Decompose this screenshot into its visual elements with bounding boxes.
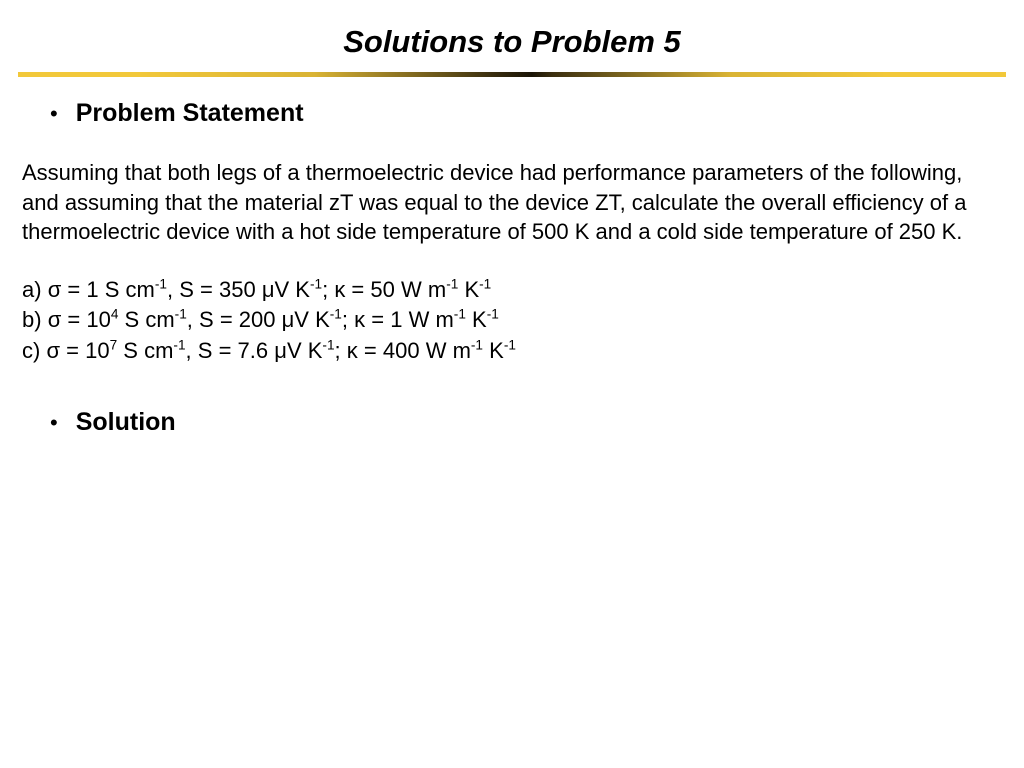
sigma-symbol: σ: [48, 307, 62, 332]
kappa-value: 400: [383, 338, 420, 363]
problem-statement-label: Problem Statement: [76, 99, 304, 128]
content-area: • Problem Statement Assuming that both l…: [0, 99, 1024, 437]
bullet-icon: •: [50, 103, 58, 125]
sigma-unit-exp: -1: [173, 337, 185, 352]
seebeck-value: 200: [239, 307, 276, 332]
seebeck-symbol: S: [179, 277, 194, 302]
seebeck-value: 350: [219, 277, 256, 302]
kappa-symbol: κ: [334, 277, 345, 302]
kappa-unit2: K: [472, 307, 487, 332]
param-line-a: a) σ = 1 S cm-1, S = 350 μV K-1; κ = 50 …: [22, 275, 1002, 305]
sigma-value: 10: [86, 307, 110, 332]
kappa-value: 1: [390, 307, 402, 332]
seebeck-unit-exp: -1: [322, 337, 334, 352]
sigma-value: 10: [85, 338, 109, 363]
seebeck-unit: μV K: [282, 307, 330, 332]
seebeck-symbol: S: [199, 307, 214, 332]
kappa-symbol: κ: [347, 338, 358, 363]
seebeck-unit-exp: -1: [330, 307, 342, 322]
sigma-unit: S cm: [123, 338, 173, 363]
kappa-unit2-exp: -1: [487, 307, 499, 322]
seebeck-value: 7.6: [238, 338, 269, 363]
slide-title: Solutions to Problem 5: [0, 24, 1024, 60]
kappa-value: 50: [370, 277, 394, 302]
sigma-symbol: σ: [48, 277, 62, 302]
sigma-unit-exp: -1: [175, 307, 187, 322]
solution-heading: • Solution: [50, 408, 1002, 437]
title-area: Solutions to Problem 5: [0, 0, 1024, 72]
sigma-unit: S cm: [125, 307, 175, 332]
kappa-unit2: K: [464, 277, 479, 302]
kappa-unit2: K: [489, 338, 504, 363]
solution-label: Solution: [76, 408, 176, 437]
seebeck-unit: μV K: [262, 277, 310, 302]
kappa-unit1-exp: -1: [446, 277, 458, 292]
kappa-unit2-exp: -1: [504, 337, 516, 352]
param-label: b): [22, 307, 42, 332]
slide: Solutions to Problem 5 • Problem Stateme…: [0, 0, 1024, 768]
sigma-value: 1: [86, 277, 98, 302]
sigma-symbol: σ: [46, 338, 60, 363]
sigma-unit-exp: -1: [155, 277, 167, 292]
sigma-unit: S cm: [105, 277, 155, 302]
kappa-unit1-exp: -1: [471, 337, 483, 352]
kappa-unit1: W m: [409, 307, 454, 332]
parameters-list: a) σ = 1 S cm-1, S = 350 μV K-1; κ = 50 …: [22, 275, 1002, 366]
kappa-unit1: W m: [401, 277, 446, 302]
kappa-unit2-exp: -1: [479, 277, 491, 292]
param-line-c: c) σ = 107 S cm-1, S = 7.6 μV K-1; κ = 4…: [22, 336, 1002, 366]
title-divider: [18, 72, 1006, 77]
seebeck-symbol: S: [198, 338, 213, 363]
problem-text: Assuming that both legs of a thermoelect…: [22, 158, 1002, 247]
kappa-unit1-exp: -1: [454, 307, 466, 322]
kappa-unit1: W m: [426, 338, 471, 363]
seebeck-unit-exp: -1: [310, 277, 322, 292]
seebeck-unit: μV K: [274, 338, 322, 363]
param-label: a): [22, 277, 42, 302]
problem-statement-heading: • Problem Statement: [50, 99, 1002, 128]
bullet-icon: •: [50, 412, 58, 434]
kappa-symbol: κ: [354, 307, 365, 332]
param-label: c): [22, 338, 40, 363]
param-line-b: b) σ = 104 S cm-1, S = 200 μV K-1; κ = 1…: [22, 305, 1002, 335]
